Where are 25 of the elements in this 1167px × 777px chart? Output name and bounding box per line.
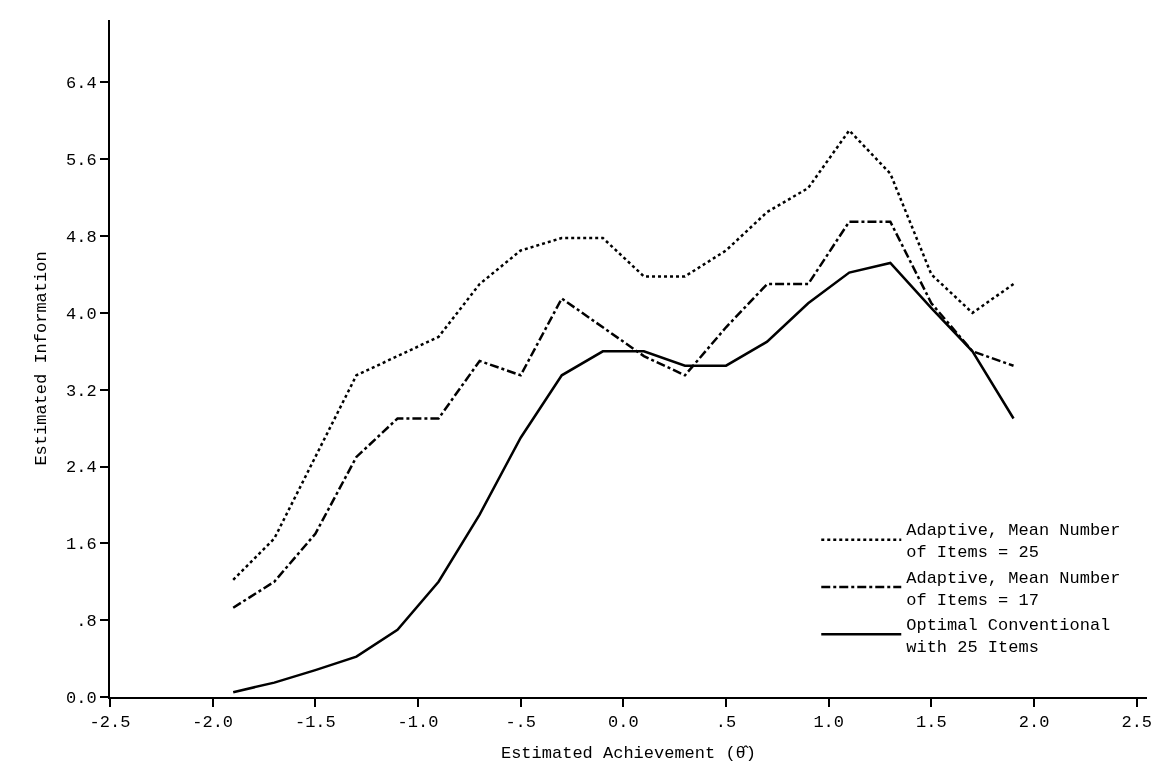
legend-label: Adaptive, Mean Number of Items = 25 [906, 521, 1121, 563]
y-axis-title: Estimated Information [32, 251, 52, 466]
x-tick-label: 0.0 [608, 713, 639, 733]
x-tick-label: 1.0 [813, 713, 845, 733]
y-tick-label: 4.8 [65, 228, 97, 248]
y-tick-label: 4.0 [65, 304, 97, 324]
x-tick-label: -1.0 [397, 713, 439, 733]
y-tick-label: 0.0 [65, 688, 97, 708]
x-tick-label: 1.5 [916, 713, 947, 733]
x-tick-label: -2.0 [192, 713, 234, 733]
x-tick-label: 2.5 [1121, 713, 1153, 733]
y-tick-label: .8 [76, 612, 97, 632]
legend-label: Optimal Conventional with 25 Items [906, 615, 1111, 657]
x-tick-label: -.5 [505, 713, 536, 733]
legend-label: Adaptive, Mean Number of Items = 17 [906, 568, 1121, 610]
x-tick-label: -1.5 [294, 713, 336, 733]
y-tick-label: 3.2 [65, 381, 97, 401]
y-tick-label: 1.6 [65, 535, 97, 555]
y-tick-label: 2.4 [65, 458, 97, 478]
x-tick-label: -2.5 [89, 713, 131, 733]
x-tick-label: 2.0 [1018, 713, 1050, 733]
x-axis-title: Estimated Achievement (θ̂) [500, 744, 757, 764]
y-tick-label: 6.4 [65, 74, 97, 94]
y-tick-label: 5.6 [65, 151, 97, 171]
x-tick-label: .5 [715, 713, 737, 733]
